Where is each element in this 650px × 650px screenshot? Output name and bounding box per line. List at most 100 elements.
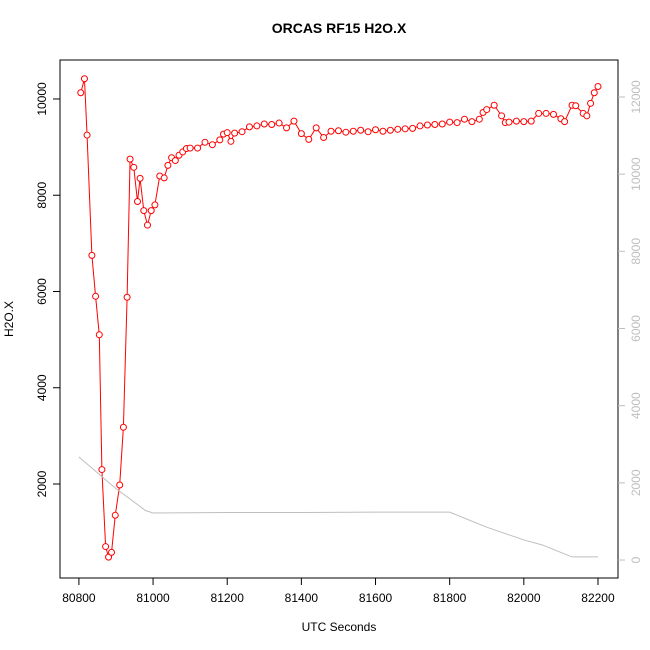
data-point <box>349 127 357 135</box>
data-point <box>446 118 454 126</box>
plot-frame <box>59 59 619 579</box>
data-point <box>194 144 202 152</box>
data-point <box>572 102 580 110</box>
data-point <box>164 161 172 169</box>
data-point <box>77 89 85 97</box>
data-point <box>357 126 365 134</box>
data-point <box>116 481 124 489</box>
data-point <box>283 124 291 132</box>
y2-tick-label: 6000 <box>629 315 643 342</box>
data-point <box>483 106 491 114</box>
data-point <box>171 157 179 165</box>
data-point <box>160 174 168 182</box>
data-point <box>327 127 335 135</box>
x-tick-label: 81000 <box>136 591 170 605</box>
data-point <box>438 120 446 128</box>
data-point <box>208 141 216 149</box>
data-point <box>305 135 313 143</box>
data-point <box>542 109 550 117</box>
data-point <box>416 122 424 130</box>
data-point <box>186 144 194 152</box>
data-point <box>342 128 350 136</box>
y-tick-label: 6000 <box>35 278 49 305</box>
data-point <box>386 126 394 134</box>
data-point <box>123 293 131 301</box>
data-point <box>320 133 328 141</box>
data-point <box>151 201 159 209</box>
data-point <box>216 136 224 144</box>
y2-tick-label: 10000 <box>629 157 643 191</box>
data-point <box>527 117 535 125</box>
data-point <box>394 125 402 133</box>
x-axis-label: UTC Seconds <box>302 620 377 634</box>
data-point <box>423 121 431 129</box>
data-point <box>119 423 127 431</box>
data-point <box>136 174 144 182</box>
data-point <box>227 137 235 145</box>
data-point <box>561 118 569 126</box>
data-point <box>133 197 141 205</box>
data-point <box>98 466 106 474</box>
data-point <box>409 124 417 132</box>
y-tick-label: 2000 <box>35 470 49 497</box>
y2-tick-label: 0 <box>629 556 643 563</box>
data-point <box>475 115 483 123</box>
data-point <box>108 548 116 556</box>
data-point <box>111 511 119 519</box>
data-point <box>512 117 520 125</box>
x-tick-label: 82200 <box>581 591 615 605</box>
data-point <box>583 112 591 120</box>
data-point <box>312 124 320 132</box>
data-point <box>130 163 138 171</box>
data-point <box>594 82 602 90</box>
y2-tick-label: 4000 <box>629 392 643 419</box>
y2-tick-label: 12000 <box>629 80 643 114</box>
data-point <box>297 130 305 138</box>
data-point <box>587 99 595 107</box>
data-point <box>102 543 110 551</box>
chart-title: ORCAS RF15 H2O.X <box>272 20 407 36</box>
data-point <box>505 118 513 126</box>
data-point <box>290 117 298 125</box>
x-tick-label: 81800 <box>433 591 467 605</box>
data-point <box>245 123 253 131</box>
data-point <box>92 292 100 300</box>
data-point <box>498 112 506 120</box>
data-point <box>144 221 152 229</box>
data-point <box>334 127 342 135</box>
series-line <box>78 456 598 558</box>
y2-tick-label: 8000 <box>629 238 643 265</box>
data-point <box>80 75 88 83</box>
data-point <box>490 101 498 109</box>
y-axis-label: H2O.X <box>2 301 16 337</box>
x-tick-label: 81200 <box>211 591 245 605</box>
x-tick-label: 81400 <box>285 591 319 605</box>
data-point <box>275 119 283 127</box>
y2-tick-label: 2000 <box>629 469 643 496</box>
data-point <box>140 207 148 215</box>
x-tick-label: 82000 <box>507 591 541 605</box>
data-point <box>201 138 209 146</box>
y-tick-label: 4000 <box>35 374 49 401</box>
data-point <box>268 120 276 128</box>
data-point <box>431 120 439 128</box>
data-point <box>468 118 476 126</box>
data-point <box>95 331 103 339</box>
data-point <box>549 110 557 118</box>
y-tick-label: 8000 <box>35 182 49 209</box>
data-point <box>238 128 246 136</box>
data-point <box>223 129 231 137</box>
data-point <box>260 120 268 128</box>
data-point <box>379 127 387 135</box>
data-point <box>590 89 598 97</box>
data-point <box>401 125 409 133</box>
x-tick-label: 80800 <box>62 591 96 605</box>
data-point <box>88 251 96 259</box>
data-point <box>535 109 543 117</box>
data-point <box>83 131 91 139</box>
data-point <box>372 126 380 134</box>
data-point <box>461 115 469 123</box>
series-line <box>80 78 599 559</box>
data-point <box>520 118 528 126</box>
